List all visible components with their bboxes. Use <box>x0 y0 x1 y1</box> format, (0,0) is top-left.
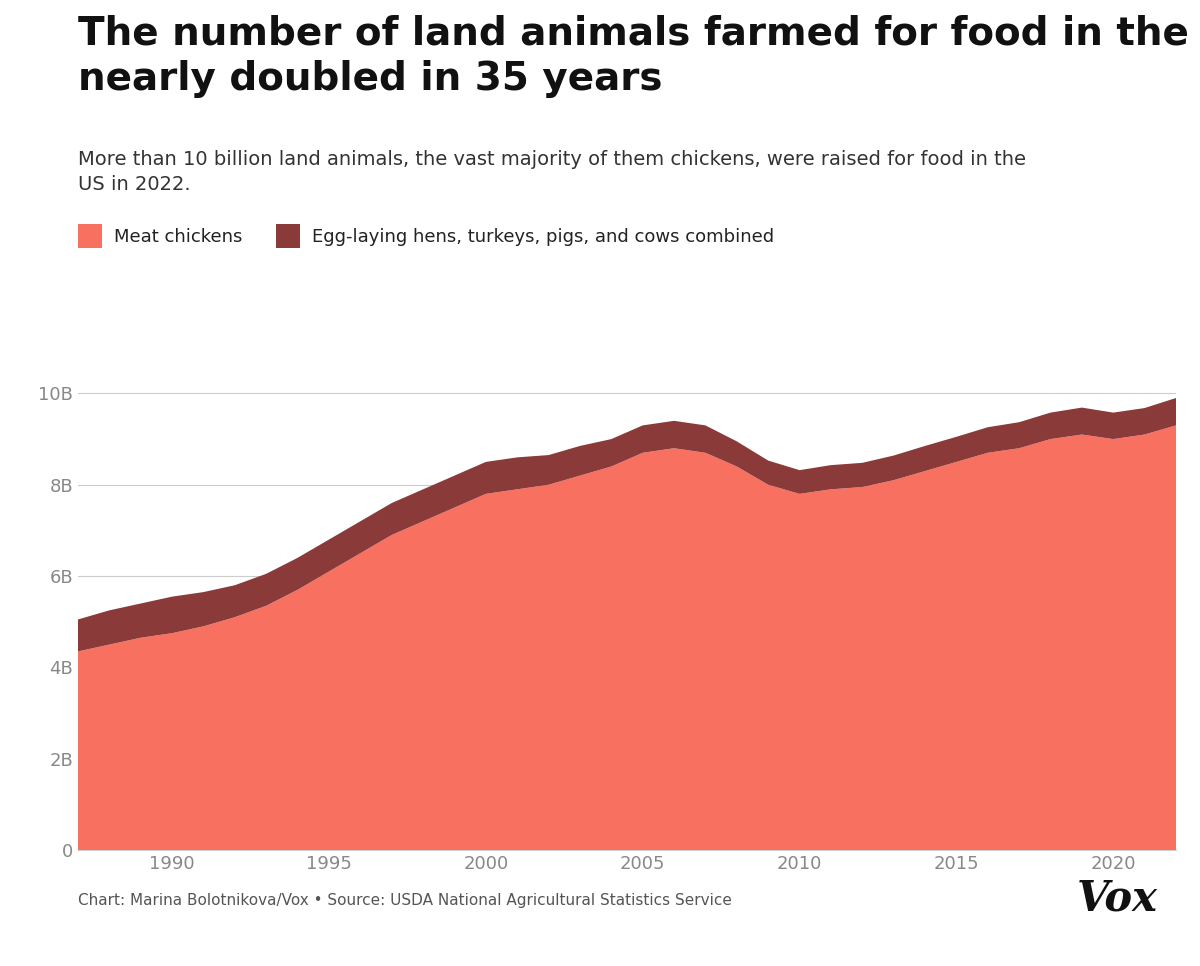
Text: Meat chickens: Meat chickens <box>114 228 242 245</box>
Text: More than 10 billion land animals, the vast majority of them chickens, were rais: More than 10 billion land animals, the v… <box>78 150 1026 194</box>
Text: Egg-laying hens, turkeys, pigs, and cows combined: Egg-laying hens, turkeys, pigs, and cows… <box>312 228 774 245</box>
Text: Vox: Vox <box>1078 878 1158 920</box>
Text: Chart: Marina Bolotnikova/Vox • Source: USDA National Agricultural Statistics Se: Chart: Marina Bolotnikova/Vox • Source: … <box>78 893 732 908</box>
Text: The number of land animals farmed for food in the US has
nearly doubled in 35 ye: The number of land animals farmed for fo… <box>78 14 1200 98</box>
